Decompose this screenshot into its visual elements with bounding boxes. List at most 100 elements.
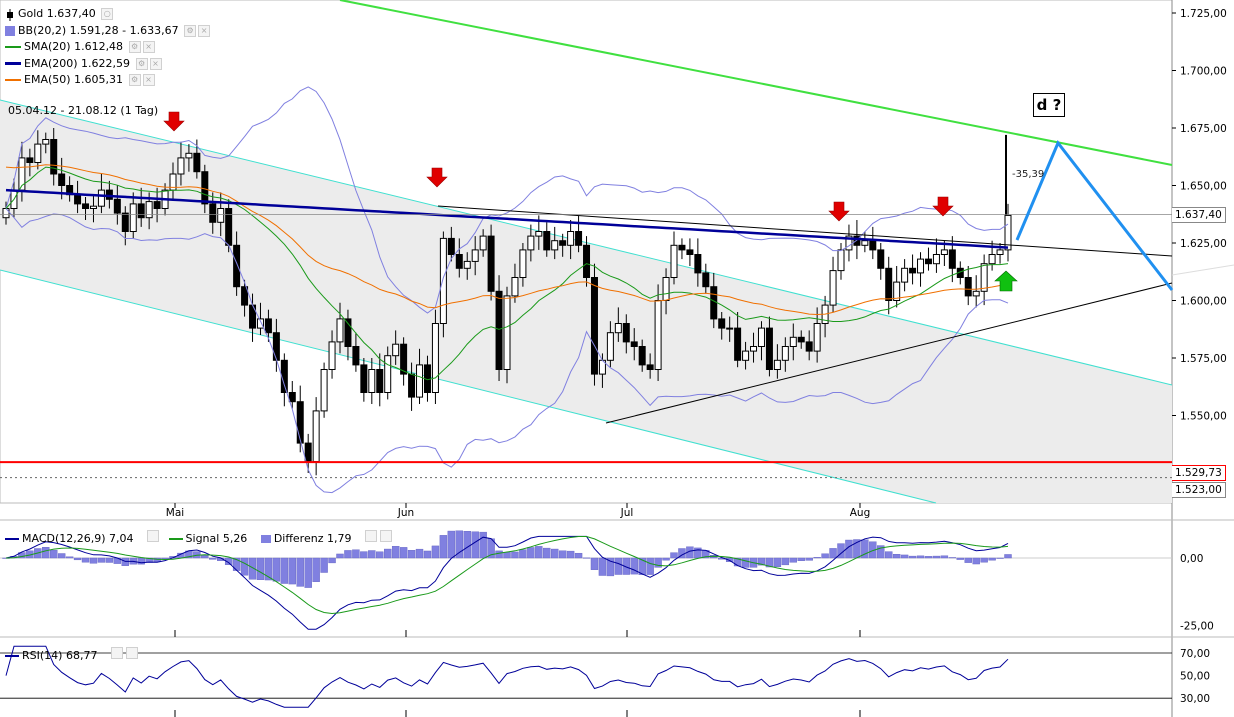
candle-body	[614, 323, 622, 334]
candle-body	[368, 369, 376, 393]
candle-body	[551, 240, 559, 251]
sell-signal-arrow	[426, 167, 448, 188]
hide-series-icon[interactable]: ○	[101, 8, 114, 20]
price-axis-label: 1.700,00	[1180, 66, 1227, 78]
candle-body	[336, 318, 344, 343]
ema200-line	[5, 188, 1009, 249]
macd-histogram-bar	[892, 554, 901, 559]
macd-histogram-bar	[582, 557, 591, 559]
settings-icon[interactable]	[110, 647, 123, 659]
candle-body	[34, 143, 42, 164]
macd-histogram-bar	[511, 551, 519, 559]
macd-histogram-bar	[535, 546, 543, 559]
legend-ema200-label: EMA(200) 1.622,59	[24, 56, 131, 70]
macd-histogram-bar	[1004, 554, 1012, 559]
close-icon[interactable]: ×	[142, 41, 155, 53]
settings-icon[interactable]: ⚙	[128, 41, 141, 53]
macd-histogram-bar	[908, 555, 917, 559]
candle-body	[384, 355, 392, 394]
macd-histogram-bar	[89, 557, 98, 564]
close-icon[interactable]	[380, 530, 393, 542]
settings-icon[interactable]: ⚙	[135, 57, 148, 70]
rsi-legend-item: RSI(14) 68,77	[5, 649, 97, 662]
candle-body	[948, 249, 956, 269]
macd-histogram-bar	[614, 557, 623, 575]
candle-body	[813, 323, 821, 352]
triangle-lower-line	[605, 282, 1173, 424]
macd-histogram-bar	[662, 557, 670, 561]
legend-ema200: EMA(200) 1.622,59 ⚙ ×	[5, 56, 210, 73]
candle-body	[129, 203, 137, 232]
settings-icon[interactable]: ⚙	[184, 24, 197, 37]
macd-histogram-bar	[399, 547, 408, 559]
candle-body	[225, 208, 233, 246]
macd-histogram-bar	[861, 539, 869, 559]
period-label: 05.04.12 - 21.08.12 (1 Tag)	[8, 104, 159, 117]
candle-body	[750, 346, 758, 352]
macd-histogram-bar	[574, 552, 583, 559]
ema50-line	[5, 164, 1009, 316]
candle-body	[917, 258, 925, 274]
sell-signal-arrow	[828, 201, 850, 222]
month-label: Aug	[850, 507, 871, 519]
price-axis-label: 1.675,00	[1180, 123, 1227, 135]
legend-bb-label: BB(20,2) 1.591,28 - 1.633,67	[18, 23, 179, 37]
macd-histogram-bar	[288, 557, 296, 585]
candle-body	[996, 249, 1004, 255]
macd-histogram-bar	[376, 551, 384, 559]
macd-histogram-bar	[320, 557, 328, 573]
close-icon[interactable]: ×	[142, 74, 155, 86]
month-label: Mai	[166, 507, 184, 519]
macd-histogram-bar	[248, 557, 257, 580]
macd-histogram-bar	[543, 547, 551, 559]
close-icon[interactable]	[126, 647, 139, 659]
settings-icon[interactable]	[364, 530, 377, 542]
macd-histogram-bar	[336, 553, 344, 559]
macd-histogram-bar	[757, 557, 766, 566]
settings-icon[interactable]	[147, 530, 160, 542]
candle-body	[503, 295, 511, 370]
macd-histogram-bar	[877, 545, 885, 559]
macd-histogram-bar	[471, 531, 479, 559]
macd-histogram-bar	[829, 548, 837, 559]
resistance-trendline	[339, 0, 1173, 166]
candle-body	[940, 249, 948, 255]
candle-body	[360, 364, 368, 393]
macd-signal-line	[5, 536, 1009, 615]
candle-body	[447, 237, 455, 255]
macd-histogram-bar	[50, 549, 58, 559]
candle-body	[328, 341, 336, 370]
wave-d-label: d ?	[1033, 93, 1065, 117]
ema50-swatch	[5, 79, 21, 81]
close-icon[interactable]: ×	[198, 24, 211, 37]
channel-upper-line	[0, 99, 1173, 386]
candle-body	[527, 235, 535, 251]
settings-icon[interactable]: ⚙	[128, 74, 141, 86]
macd-histogram-bar	[940, 555, 949, 559]
candle-body	[773, 359, 781, 370]
candle-body	[439, 237, 447, 324]
candle-body	[694, 254, 702, 274]
macd-histogram-bar	[495, 550, 503, 559]
candle-body	[718, 318, 726, 329]
macd-histogram-bar	[885, 551, 893, 559]
candle-body	[726, 327, 734, 330]
candle-body	[145, 201, 153, 219]
legend-sma-label: SMA(20) 1.612,48	[24, 40, 124, 53]
signal-legend-item: Signal 5,26	[168, 532, 247, 545]
macd-histogram-bar	[964, 557, 972, 563]
macd-histogram-bar	[439, 535, 448, 559]
macd-histogram-bar	[622, 557, 630, 575]
macd-histogram-bar	[646, 557, 654, 575]
close-icon[interactable]: ×	[149, 57, 162, 70]
macd-histogram-bar	[201, 555, 209, 559]
candle-body	[455, 254, 463, 269]
candle-body	[742, 350, 750, 361]
macd-histogram-bar	[360, 551, 368, 559]
candle-body	[964, 277, 972, 297]
macd-histogram-bar	[479, 531, 487, 559]
macd-histogram-bar	[280, 557, 289, 584]
candle-body	[988, 254, 996, 265]
price-axis-label: 1.725,00	[1180, 8, 1227, 20]
month-label: Jul	[620, 507, 634, 519]
